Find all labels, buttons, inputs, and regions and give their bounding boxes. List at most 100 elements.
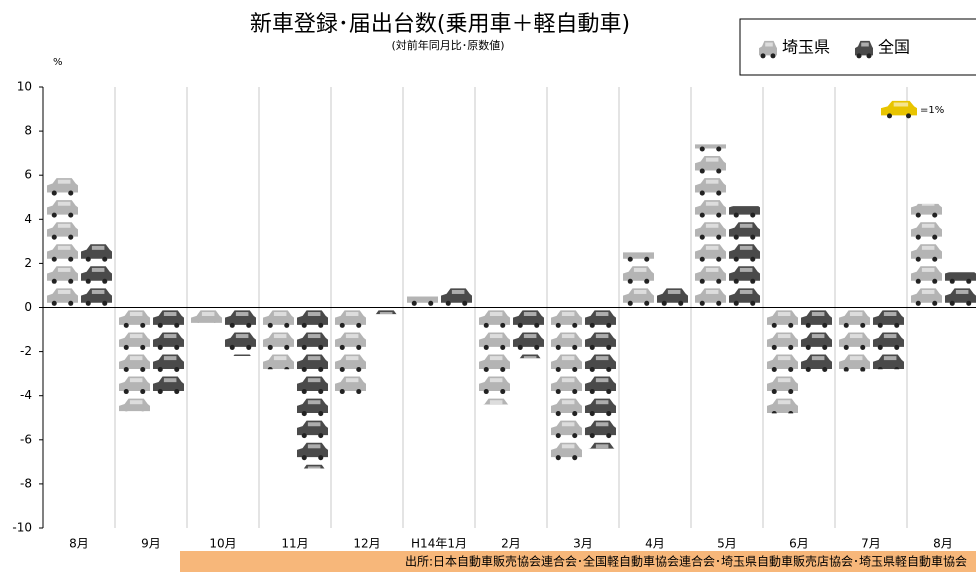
car-icon xyxy=(945,288,976,306)
car-window xyxy=(57,223,71,228)
source-band xyxy=(180,551,976,572)
car-wheel xyxy=(966,278,972,284)
car-window xyxy=(307,334,321,339)
car-wheel xyxy=(555,433,561,439)
car-window xyxy=(307,466,321,469)
car-icon xyxy=(945,272,976,284)
car-icon xyxy=(335,310,366,328)
car-wheel xyxy=(572,366,578,373)
car-icon xyxy=(119,332,150,350)
car-window xyxy=(921,289,935,294)
car-wheel xyxy=(517,322,523,328)
car-wheel xyxy=(339,344,345,350)
car-wheel xyxy=(589,366,595,373)
car-wheel xyxy=(555,344,561,350)
car-wheel xyxy=(750,300,756,306)
car-wheel xyxy=(356,344,362,350)
car-icon xyxy=(297,376,328,395)
car-wheel xyxy=(123,366,129,373)
bar xyxy=(479,310,510,405)
car-wheel xyxy=(788,344,794,350)
car-icon xyxy=(767,354,798,373)
car-wheel xyxy=(822,344,828,350)
car-window xyxy=(91,289,105,294)
car-wheel xyxy=(462,300,468,306)
car-icon xyxy=(153,332,184,350)
x-tick-label: 8月 xyxy=(69,537,89,551)
car-window xyxy=(345,378,359,383)
car-window xyxy=(57,201,71,206)
car-icon xyxy=(119,354,150,373)
car-wheel xyxy=(374,323,379,328)
car-wheel xyxy=(678,300,684,306)
car-window xyxy=(57,245,71,250)
car-wheel xyxy=(318,366,324,373)
car-wheel xyxy=(284,366,290,370)
car-window xyxy=(633,267,647,272)
car-icon xyxy=(81,266,112,284)
car-wheel xyxy=(894,366,900,370)
car-window xyxy=(523,356,537,359)
car-window xyxy=(379,312,393,315)
car-icon xyxy=(81,244,112,262)
car-window xyxy=(705,201,719,206)
car-wheel xyxy=(860,322,866,328)
car-wheel xyxy=(284,322,290,328)
car-wheel xyxy=(123,322,129,328)
car-window xyxy=(739,245,753,250)
car-wheel xyxy=(483,344,489,350)
car-wheel xyxy=(932,300,938,306)
car-icon xyxy=(801,332,832,350)
car-icon xyxy=(585,376,616,395)
car-window xyxy=(561,312,575,316)
car-window xyxy=(705,245,719,250)
car-icon xyxy=(873,354,904,370)
car-wheel xyxy=(174,322,180,328)
car-wheel xyxy=(589,433,595,439)
car-wheel xyxy=(556,477,561,482)
car-icon xyxy=(335,376,366,395)
car-icon xyxy=(695,244,726,262)
car-wheel xyxy=(606,344,612,350)
car-window xyxy=(489,356,503,361)
car-wheel xyxy=(102,278,108,284)
y-tick-label: -2 xyxy=(20,344,32,358)
car-icon xyxy=(297,420,328,439)
car-wheel xyxy=(356,366,362,373)
car-window xyxy=(705,179,719,184)
car-wheel xyxy=(125,411,127,412)
car-icon xyxy=(513,310,544,328)
car-window xyxy=(561,444,575,449)
car-icon xyxy=(839,310,870,328)
car-wheel xyxy=(267,322,273,328)
car-icon xyxy=(407,296,438,306)
car-wheel xyxy=(843,322,849,328)
car-window xyxy=(595,444,609,449)
car-wheel xyxy=(246,322,252,328)
car-wheel xyxy=(301,322,307,328)
car-wheel xyxy=(318,477,323,482)
car-window xyxy=(739,289,753,294)
car-body xyxy=(233,354,251,357)
car-icon xyxy=(551,376,582,395)
y-tick-label: 0 xyxy=(24,300,32,314)
car-window xyxy=(163,312,177,316)
car-icon xyxy=(767,310,798,328)
car-icon xyxy=(623,288,654,306)
car-icon xyxy=(911,244,942,262)
x-tick-label: 9月 xyxy=(141,537,161,551)
car-window xyxy=(273,356,287,361)
car-window xyxy=(883,312,897,316)
car-icon xyxy=(729,222,760,240)
car-wheel xyxy=(716,190,722,196)
bar xyxy=(873,310,904,370)
car-wheel xyxy=(932,234,938,240)
car-wheel xyxy=(788,411,794,414)
car-icon xyxy=(873,310,904,328)
car-wheel xyxy=(843,366,849,372)
bar xyxy=(657,288,688,306)
car-wheel xyxy=(356,389,362,395)
car-icon xyxy=(303,464,325,482)
car-icon xyxy=(585,420,616,439)
car-wheel xyxy=(788,389,794,395)
